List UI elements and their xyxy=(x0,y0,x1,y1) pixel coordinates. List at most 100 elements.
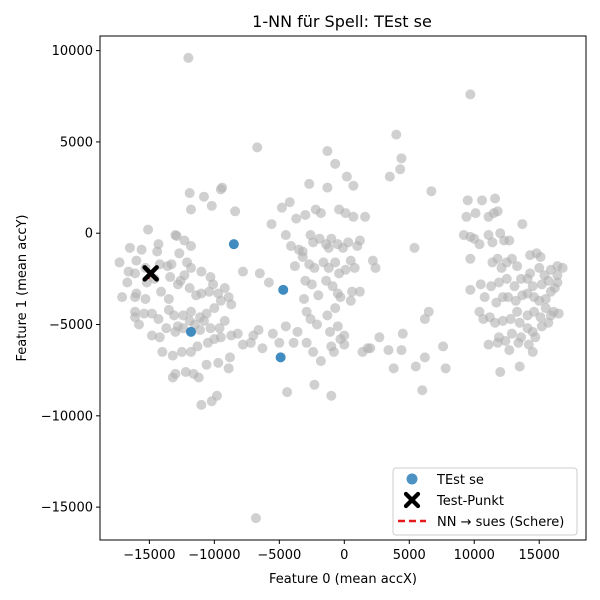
background-point xyxy=(131,255,142,266)
background-point xyxy=(224,352,235,363)
background-point xyxy=(505,314,516,325)
background-point xyxy=(510,295,521,306)
background-point xyxy=(185,204,196,215)
background-point xyxy=(178,323,189,334)
x-tick-label: 10000 xyxy=(454,548,495,563)
legend-marker-test-point xyxy=(403,491,421,509)
background-point xyxy=(516,273,527,284)
background-point xyxy=(130,312,141,323)
background-point xyxy=(176,346,187,357)
background-point xyxy=(497,315,508,326)
background-point xyxy=(230,206,241,217)
background-point xyxy=(330,257,341,268)
background-point xyxy=(322,146,333,157)
background-point xyxy=(205,323,216,334)
chart-title: 1-NN für Spell: TEst se xyxy=(252,12,432,31)
y-tick-label: −15000 xyxy=(41,501,93,516)
background-point xyxy=(495,367,506,377)
background-point xyxy=(534,262,545,273)
background-point xyxy=(360,211,371,222)
background-point xyxy=(157,346,168,357)
background-point xyxy=(146,308,157,319)
background-point xyxy=(122,277,133,288)
background-point xyxy=(490,317,501,328)
background-point xyxy=(517,219,528,230)
background-point xyxy=(501,273,512,284)
background-point xyxy=(130,292,141,303)
background-point xyxy=(284,197,295,208)
background-point xyxy=(395,164,406,175)
background-point xyxy=(535,312,546,323)
background-point xyxy=(214,323,225,334)
background-point xyxy=(291,213,302,224)
background-point xyxy=(365,343,376,354)
background-point xyxy=(312,319,323,330)
background-point xyxy=(475,279,486,290)
background-point xyxy=(174,248,185,259)
background-point xyxy=(543,275,554,286)
x-tick-label: −5000 xyxy=(257,548,301,563)
background-point xyxy=(345,295,356,306)
background-point xyxy=(483,339,494,350)
background-point xyxy=(347,286,358,297)
background-point xyxy=(299,293,310,304)
background-point xyxy=(136,244,147,255)
background-point xyxy=(308,346,319,357)
background-point xyxy=(345,255,356,266)
legend-box xyxy=(392,467,578,536)
background-point xyxy=(491,297,502,308)
x-tick-label: −15000 xyxy=(123,548,175,563)
background-point xyxy=(165,272,176,283)
background-point xyxy=(509,281,520,292)
legend-label-query-class: TEst se xyxy=(436,473,484,488)
query-class-point xyxy=(278,284,289,295)
background-point xyxy=(202,337,213,348)
background-point xyxy=(215,295,226,306)
background-point xyxy=(130,268,141,279)
y-tick-label: 5000 xyxy=(60,135,93,150)
background-point xyxy=(462,195,473,206)
background-point xyxy=(506,253,517,264)
background-point xyxy=(253,325,264,335)
background-point xyxy=(226,299,237,310)
background-point xyxy=(185,241,196,251)
background-point xyxy=(465,253,476,264)
background-point xyxy=(263,277,274,288)
background-point xyxy=(201,359,212,370)
background-point xyxy=(282,387,293,398)
background-point xyxy=(332,321,343,332)
background-point xyxy=(341,171,352,182)
background-point xyxy=(267,328,278,339)
background-point xyxy=(185,306,196,317)
background-point xyxy=(301,337,312,348)
y-tick-label: −5000 xyxy=(49,318,93,333)
background-point xyxy=(171,230,182,241)
background-point xyxy=(465,284,476,295)
background-point xyxy=(493,332,504,343)
background-point xyxy=(483,230,494,241)
background-point xyxy=(184,188,195,199)
background-point xyxy=(237,339,248,350)
background-point xyxy=(139,308,150,319)
background-point xyxy=(384,171,395,182)
background-point xyxy=(198,315,209,326)
background-point xyxy=(326,390,337,401)
legend-marker-query-class xyxy=(406,473,418,485)
background-point xyxy=(325,326,336,337)
background-point xyxy=(474,306,485,317)
background-point xyxy=(184,283,195,293)
background-point xyxy=(391,129,402,140)
background-point xyxy=(409,242,420,253)
query-class-point xyxy=(185,326,196,337)
y-tick-label: 10000 xyxy=(52,44,93,59)
background-point xyxy=(213,357,224,368)
background-point xyxy=(512,306,523,317)
background-point xyxy=(486,281,497,292)
background-point xyxy=(383,345,394,356)
background-point xyxy=(354,235,365,246)
background-point xyxy=(167,350,178,361)
background-point xyxy=(133,319,144,330)
background-point xyxy=(237,266,248,277)
background-point xyxy=(335,334,346,345)
